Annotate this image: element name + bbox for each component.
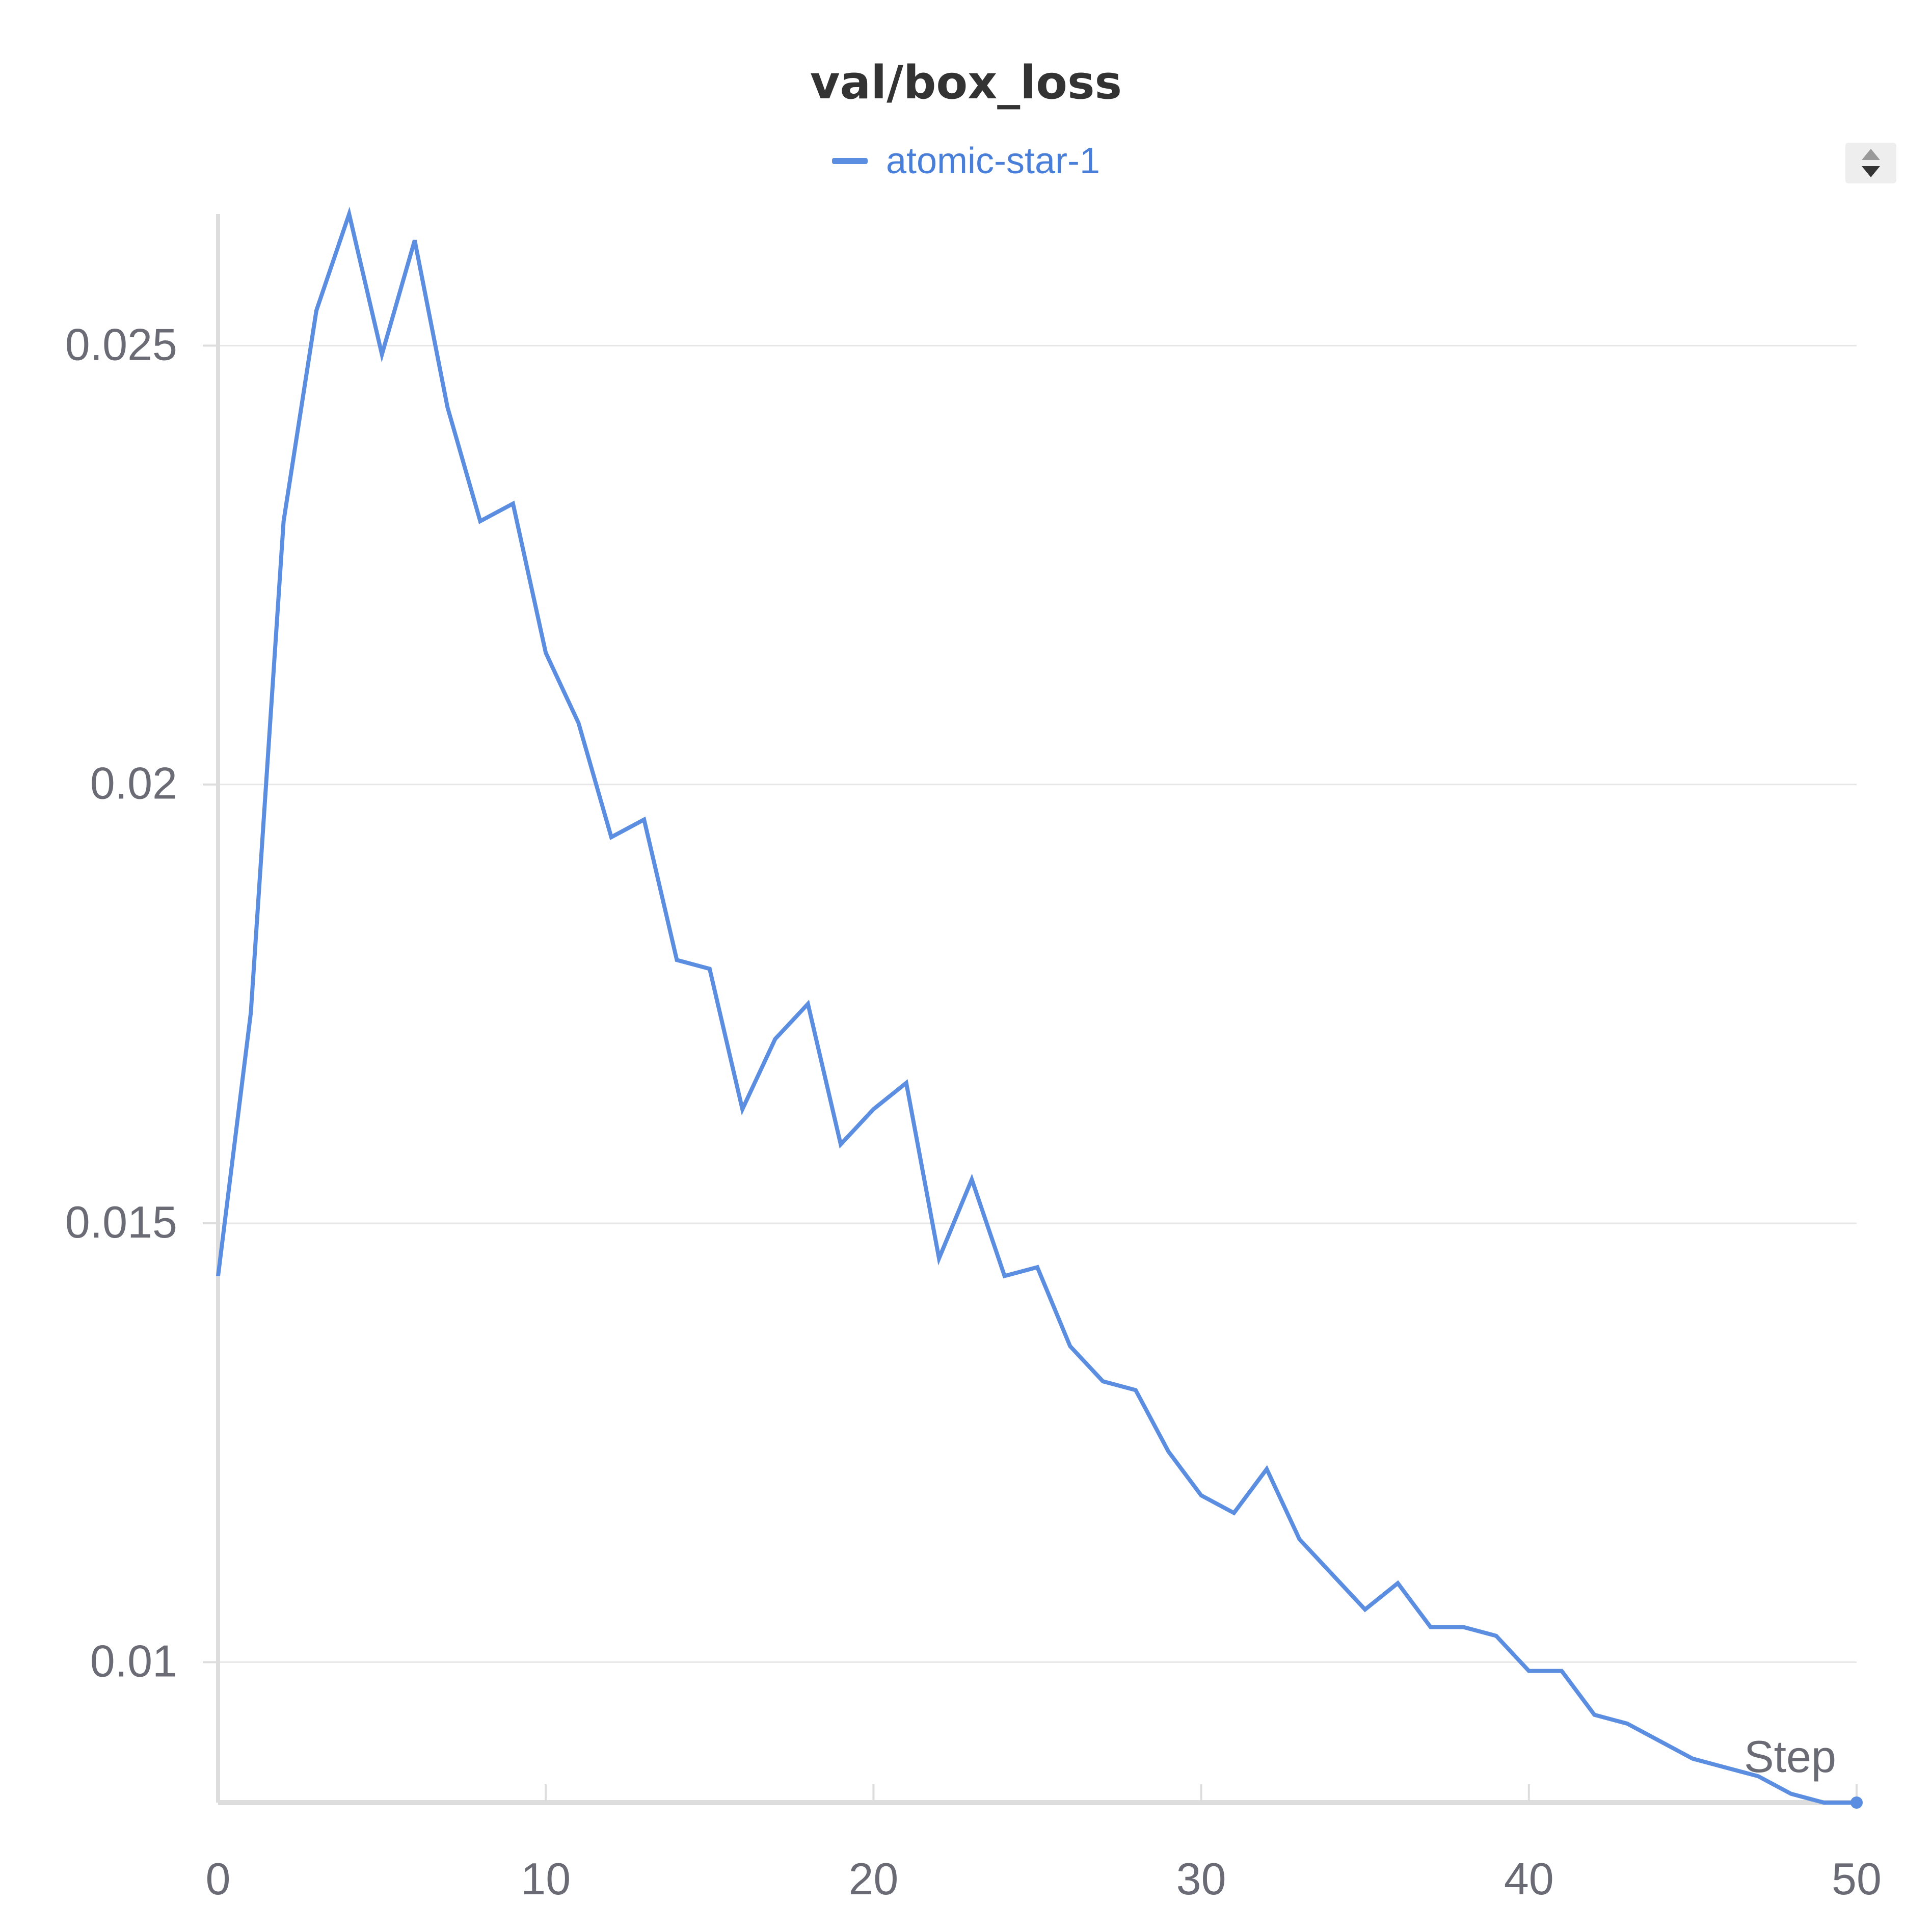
last-point xyxy=(1850,1796,1863,1809)
sort-button[interactable] xyxy=(1845,143,1896,183)
y-tick-label: 0.01 xyxy=(90,1635,177,1686)
y-tick-label: 0.02 xyxy=(90,758,177,809)
x-tick-label: 40 xyxy=(1504,1854,1554,1904)
legend-label[interactable]: atomic-star-1 xyxy=(886,141,1101,181)
x-tick-label: 20 xyxy=(848,1854,898,1904)
legend: atomic-star-1 xyxy=(0,140,1932,182)
sort-arrows-icon xyxy=(1862,149,1880,177)
chart-title: val/box_loss xyxy=(810,56,1122,110)
x-tick-label: 50 xyxy=(1832,1854,1882,1904)
x-tick-label: 30 xyxy=(1176,1854,1226,1904)
x-tick-label: 0 xyxy=(206,1854,231,1904)
y-tick-label: 0.025 xyxy=(65,319,177,369)
series-line xyxy=(216,206,1857,1805)
legend-swatch xyxy=(831,158,868,164)
x-tick-label: 10 xyxy=(521,1854,571,1904)
y-tick-label: 0.015 xyxy=(65,1197,177,1247)
x-axis-label: Step xyxy=(1744,1731,1836,1782)
